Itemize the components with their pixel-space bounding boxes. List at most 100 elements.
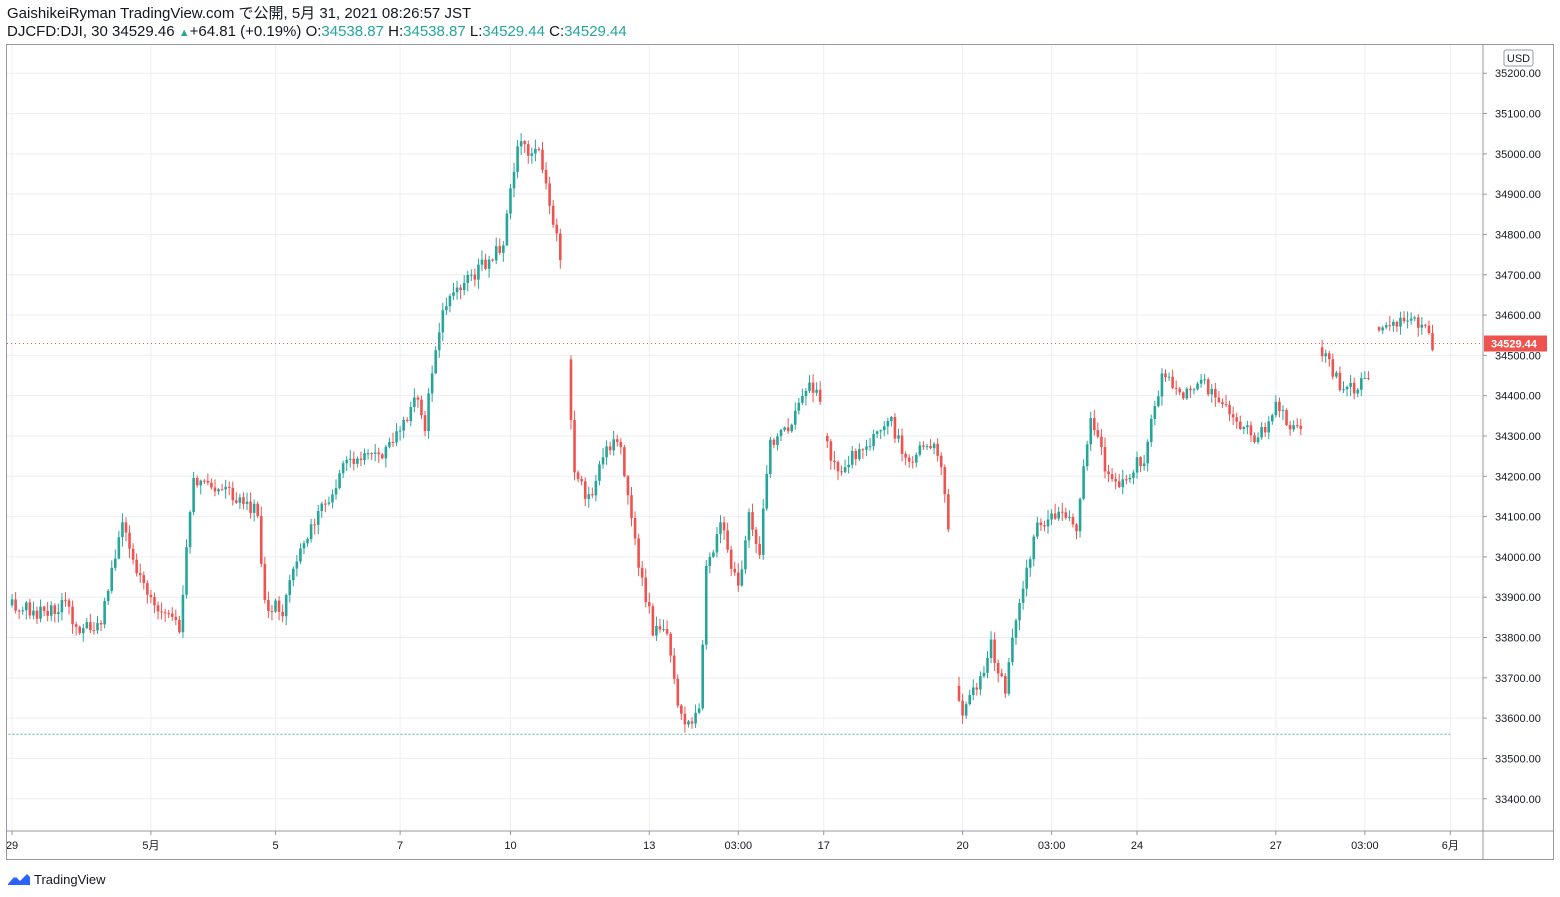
candle-body: [60, 599, 64, 613]
candle: [195, 475, 199, 488]
candle-body: [715, 534, 719, 553]
candle: [644, 568, 648, 608]
candle-body: [555, 224, 559, 234]
candle-body: [235, 500, 238, 503]
candle-body: [704, 565, 708, 645]
candle: [1253, 432, 1256, 444]
candle-body: [57, 612, 60, 614]
candle: [434, 346, 437, 375]
candle: [89, 613, 92, 634]
candle-body: [772, 439, 776, 445]
candle-body: [640, 567, 644, 578]
candle-body: [751, 512, 754, 530]
candle-body: [826, 435, 829, 442]
candle: [1352, 377, 1356, 400]
candle-body: [619, 441, 623, 448]
candle: [402, 416, 405, 439]
candle: [1182, 391, 1185, 401]
candle-body: [875, 431, 879, 434]
candle-body: [256, 503, 259, 517]
candle-body: [669, 633, 672, 656]
candle-body: [1114, 479, 1117, 482]
candle-body: [10, 599, 14, 606]
close-value: 34529.44: [564, 23, 627, 40]
candle-body: [388, 441, 391, 447]
candle-body: [854, 450, 858, 460]
currency-badge[interactable]: USD: [1503, 49, 1534, 67]
candle: [947, 488, 950, 533]
candle: [1203, 373, 1206, 385]
candle: [498, 238, 502, 255]
candle-body: [146, 583, 149, 595]
candle: [466, 270, 470, 292]
candle-body: [1342, 389, 1345, 391]
candle: [726, 522, 729, 553]
candle-body: [1132, 472, 1135, 478]
candle: [199, 479, 203, 495]
candle: [1278, 397, 1281, 418]
candle: [309, 518, 313, 543]
candle: [281, 604, 284, 623]
candle: [103, 597, 106, 629]
y-tick-label: 33400.00: [1495, 794, 1541, 806]
candle: [1014, 618, 1018, 645]
candle: [722, 516, 726, 540]
candle-body: [334, 488, 338, 495]
y-tick-label: 34700.00: [1495, 270, 1541, 282]
candle: [925, 443, 929, 451]
candle: [35, 606, 39, 624]
candle: [672, 648, 676, 685]
chart-frame[interactable]: 35200.00 35100.00 35000.00 34900.00 34800.00…: [6, 44, 1554, 860]
candle: [559, 228, 562, 269]
tradingview-footer[interactable]: TradingView: [7, 870, 106, 888]
candle: [922, 441, 925, 450]
candle: [551, 200, 555, 228]
candle-body: [502, 245, 505, 253]
candle: [1007, 657, 1011, 696]
candle-body: [783, 427, 786, 430]
candle-body: [299, 548, 302, 562]
candle-body: [1053, 513, 1057, 519]
candle: [961, 693, 964, 724]
candle: [729, 545, 733, 577]
candle: [320, 501, 324, 518]
candle: [605, 440, 608, 465]
candle-body: [1267, 421, 1271, 433]
candle: [882, 421, 886, 437]
x-tick-label: 6月: [1442, 840, 1459, 852]
candle: [106, 588, 110, 605]
y-tick-label: 34400.00: [1495, 391, 1541, 403]
candle-body: [1206, 379, 1210, 395]
candle-body: [975, 687, 979, 690]
candle-body: [338, 473, 341, 489]
candle: [1011, 628, 1014, 666]
candle-body: [890, 416, 893, 421]
candle-body: [687, 721, 690, 725]
candle-body: [128, 532, 131, 549]
candle: [986, 651, 989, 679]
candle: [345, 456, 348, 472]
candle: [608, 441, 612, 456]
candle: [630, 486, 633, 527]
candle-body: [416, 397, 420, 400]
candle: [918, 441, 922, 457]
candle: [99, 620, 103, 631]
x-tick-label: 03:00: [725, 840, 753, 852]
candle: [719, 515, 722, 544]
candle-body: [947, 494, 950, 530]
candle-body: [1036, 522, 1039, 537]
candle: [206, 473, 210, 486]
candle: [477, 258, 480, 289]
candle-body: [195, 477, 199, 486]
candle-body: [1125, 479, 1128, 481]
candle-body: [1146, 441, 1149, 464]
price-chart[interactable]: 35200.00 35100.00 35000.00 34900.00 34800.00…: [7, 45, 1553, 859]
candle-body: [149, 594, 153, 598]
candle-body: [676, 678, 680, 706]
candle: [242, 492, 245, 510]
candle-body: [156, 605, 160, 612]
candle: [872, 429, 875, 451]
candle: [224, 479, 227, 499]
candle: [85, 618, 89, 630]
candle-body: [348, 458, 352, 460]
